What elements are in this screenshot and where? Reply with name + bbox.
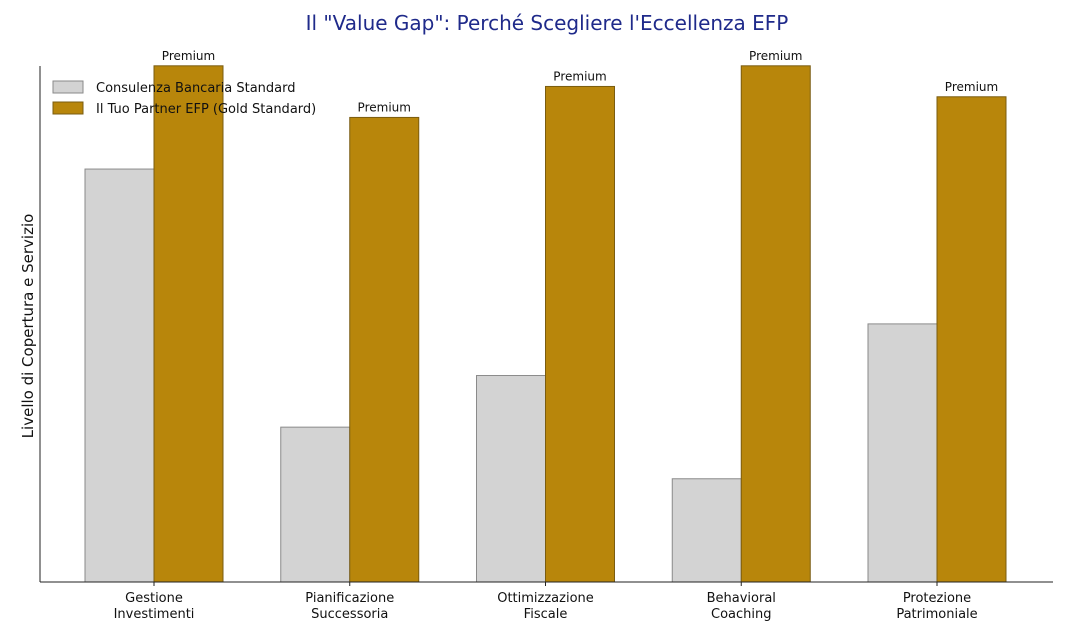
legend-swatch-2 [52,101,84,115]
bar-series-1-cat-1 [84,168,155,583]
data-label-series-2-cat-4: Premium [749,49,802,63]
bar-series-2-cat-3 [545,85,615,583]
data-label-series-2-cat-3: Premium [553,69,606,83]
data-label-series-2-cat-5: Premium [945,80,998,94]
data-labels-layer: Premium Premium Premium Premium Premium [162,49,998,115]
x-tick-label-1: Gestione Investimenti [114,591,195,622]
legend-swatch-1 [52,80,84,94]
x-tick-label-4: Behavioral Coaching [707,591,776,622]
data-label-series-2-cat-1: Premium [162,49,215,63]
chart-title: Il "Value Gap": Perché Scegliere l'Eccel… [306,11,789,35]
bar-series-2-cat-4 [740,65,811,583]
bar-series-1-cat-4 [671,478,742,583]
legend-label-2: Il Tuo Partner EFP (Gold Standard) [96,102,316,117]
legend-label-1: Consulenza Bancaria Standard [96,81,296,96]
x-tick-label-5: Protezione Patrimoniale [896,591,977,622]
legend: Consulenza Bancaria Standard Il Tuo Partn… [52,80,316,117]
x-tick-label-3: Ottimizzazione Fiscale [497,591,594,622]
bar-series-2-cat-5 [936,96,1007,583]
bar-series-1-cat-2 [280,426,351,583]
bar-series-2-cat-1 [153,65,224,583]
bar-series-1-cat-5 [867,323,938,583]
bar-series-2-cat-2 [349,116,420,583]
data-label-series-2-cat-2: Premium [358,100,411,114]
y-axis-label: Livello di Copertura e Servizio [19,214,37,439]
x-tick-label-2: Pianificazione Successoria [305,591,394,622]
bar-series-1-cat-3 [476,375,546,583]
x-tick-labels: Gestione Investimenti Pianificazione Succes… [114,582,978,622]
bars-layer [84,65,1007,583]
